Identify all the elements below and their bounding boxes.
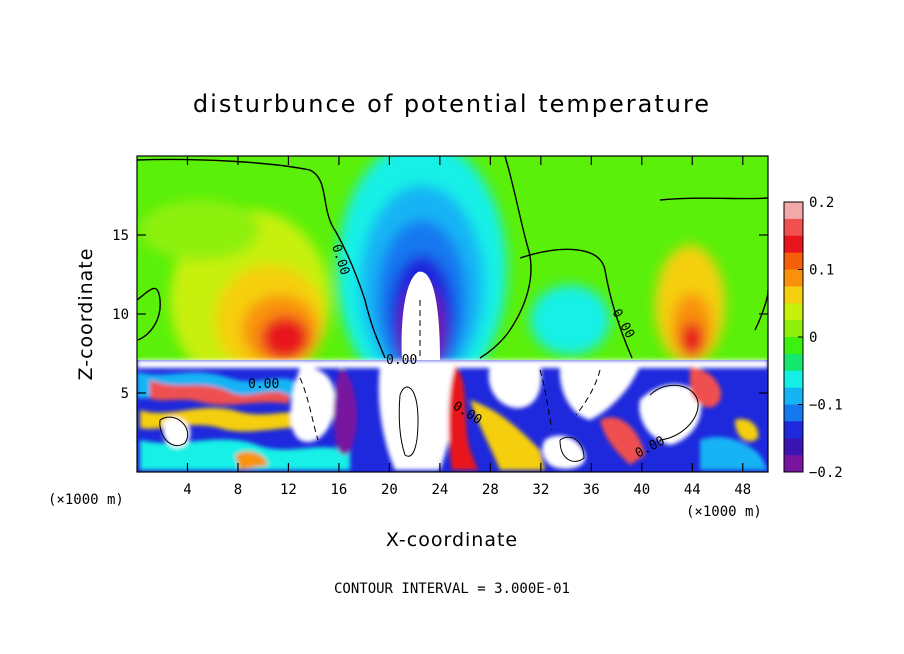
y-tick-label: 15 (112, 228, 129, 244)
x-tick-label: 24 (431, 482, 448, 498)
x-tick-label: 16 (330, 482, 347, 498)
colorbar-swatch (784, 370, 803, 389)
contour-interval-note: CONTOUR INTERVAL = 3.000E-01 (334, 581, 570, 597)
colorbar-swatch (784, 387, 803, 405)
colorbar (784, 202, 803, 473)
dashed-contour-lines (299, 299, 601, 441)
y-tick-label: 5 (121, 386, 129, 402)
colorbar-swatch (784, 320, 803, 338)
y-axis: 5 10 15 (112, 228, 768, 402)
x-tick-label: 44 (684, 482, 701, 498)
x-tick-label: 48 (734, 482, 751, 498)
y-tick-label: 10 (112, 307, 129, 323)
x-tick-label: 40 (633, 482, 650, 498)
x-tick-label: 36 (583, 482, 600, 498)
x-axis-unit: (×1000 m) (48, 492, 124, 508)
colorbar-swatch (784, 303, 803, 321)
x-tick-label: 20 (381, 482, 398, 498)
x-tick-label: 32 (532, 482, 549, 498)
chart-title: disturbunce of potential temperature (193, 90, 711, 118)
contour-label: 0.00 (386, 353, 417, 368)
colorbar-swatch (784, 353, 803, 372)
colorbar-swatch (784, 202, 803, 220)
x-tick-label: 4 (183, 482, 191, 498)
colorbar-swatch (784, 438, 803, 456)
colorbar-swatch (784, 455, 803, 473)
contour-label: 0.00 (248, 377, 279, 392)
y-axis-label: Z-coordinate (75, 248, 97, 381)
colorbar-swatch (784, 421, 803, 439)
colorbar-tick-label: −0.2 (809, 465, 843, 481)
colorbar-swatch (784, 235, 803, 254)
x-tick-label: 12 (280, 482, 297, 498)
colorbar-tick-label: −0.1 (809, 398, 843, 414)
x-axis-label: X-coordinate (386, 529, 518, 551)
colorbar-swatch (784, 252, 803, 270)
colorbar-ticks: 0.2 0.1 0 −0.1 −0.2 (798, 195, 843, 481)
colorbar-swatch (784, 218, 803, 237)
colorbar-swatch (784, 286, 803, 304)
colorbar-tick-label: 0.2 (809, 195, 834, 211)
x-axis: 4 8 12 16 20 24 28 32 36 40 44 48 (183, 156, 751, 498)
x-tick-label: 8 (234, 482, 242, 498)
colorbar-swatch (784, 337, 803, 355)
colorbar-tick-label: 0.1 (809, 263, 834, 279)
colorbar-tick-label: 0 (809, 330, 817, 346)
colorbar-swatch (784, 404, 803, 422)
heatmap-field: 0.00 0.00 0.00 0.00 0.00 0.00 (137, 156, 768, 472)
x-axis-unit-right: (×1000 m) (686, 504, 762, 520)
colorbar-swatch (784, 269, 803, 287)
x-tick-label: 28 (482, 482, 499, 498)
